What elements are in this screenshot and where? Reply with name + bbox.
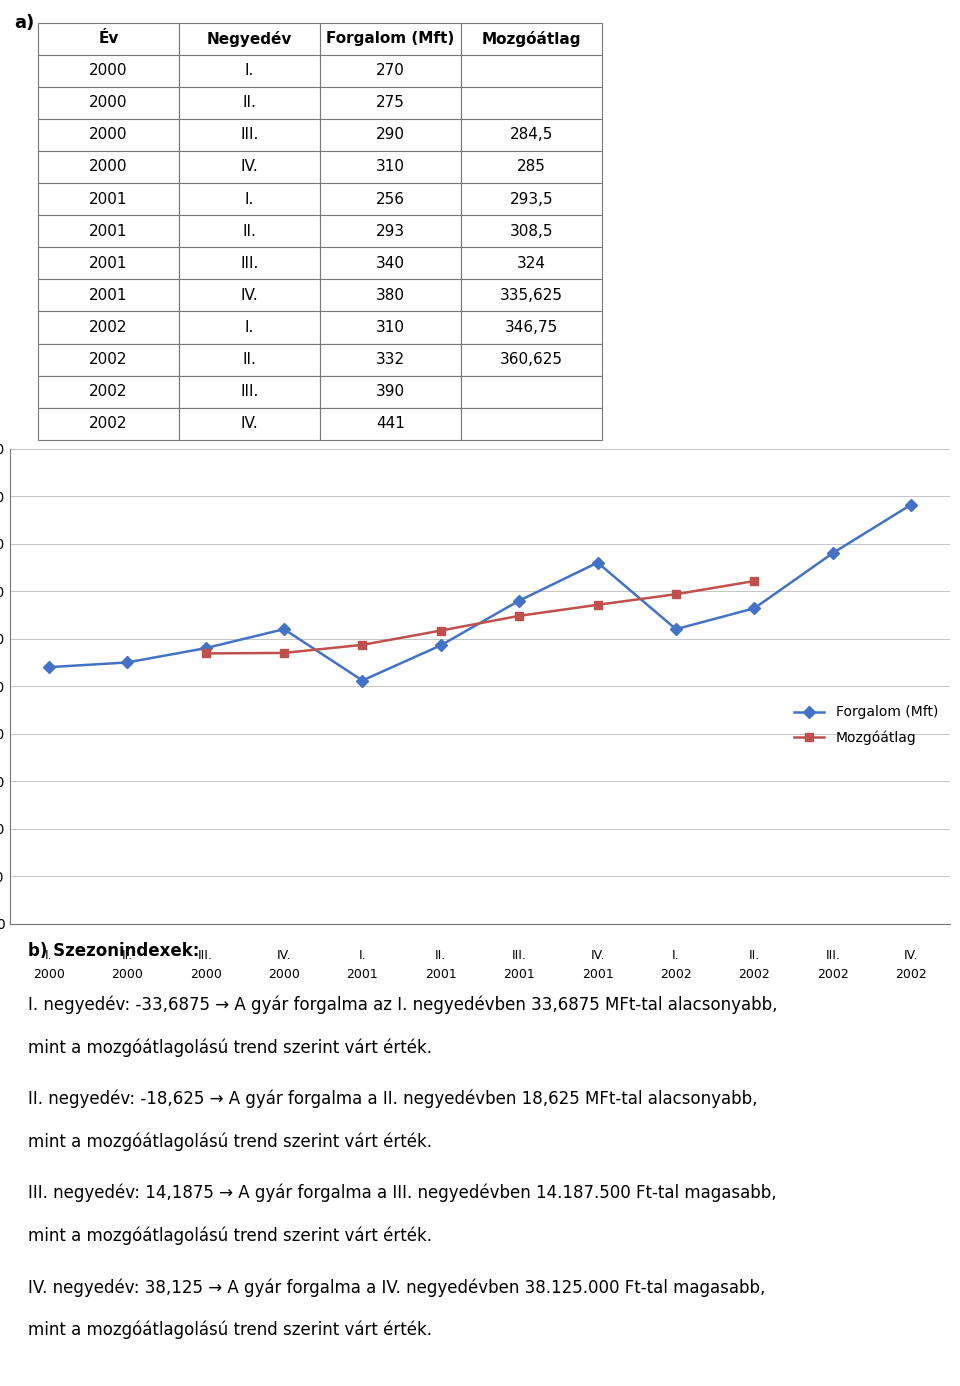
Line: Forgalom (Mft): Forgalom (Mft) xyxy=(44,500,916,685)
Forgalom (Mft) xyxy=(435,638,446,654)
Text: 2000: 2000 xyxy=(33,969,64,981)
Forgalom (Mft) xyxy=(905,496,917,513)
Forgalom (Mft) xyxy=(827,545,838,561)
Text: I.: I. xyxy=(359,949,366,962)
Text: IV.: IV. xyxy=(904,949,919,962)
Mozgóátlag xyxy=(356,636,368,653)
Mozgóátlag xyxy=(435,622,446,639)
Forgalom (Mft) xyxy=(749,600,760,617)
Forgalom (Mft) xyxy=(43,658,55,675)
Text: IV.: IV. xyxy=(276,949,291,962)
Mozgóátlag xyxy=(591,596,603,613)
Text: mint a mozgóátlagolású trend szerint várt érték.: mint a mozgóátlagolású trend szerint vár… xyxy=(29,1038,432,1056)
Text: 2000: 2000 xyxy=(111,969,143,981)
Forgalom (Mft) xyxy=(121,654,132,671)
Text: mint a mozgóátlagolású trend szerint várt érték.: mint a mozgóátlagolású trend szerint vár… xyxy=(29,1321,432,1339)
Text: 2001: 2001 xyxy=(503,969,535,981)
Text: 2001: 2001 xyxy=(582,969,613,981)
Text: 2000: 2000 xyxy=(190,969,222,981)
Text: I. negyedév: -33,6875 → A gyár forgalma az I. negyedévben 33,6875 MFt-tal alacso: I. negyedév: -33,6875 → A gyár forgalma … xyxy=(29,995,778,1015)
Text: II.: II. xyxy=(122,949,132,962)
Text: mint a mozgóátlagolású trend szerint várt érték.: mint a mozgóátlagolású trend szerint vár… xyxy=(29,1132,432,1150)
Text: b) Szezonindexek:: b) Szezonindexek: xyxy=(29,942,200,960)
Text: 2002: 2002 xyxy=(738,969,770,981)
Text: mint a mozgóátlagolású trend szerint várt érték.: mint a mozgóátlagolású trend szerint vár… xyxy=(29,1227,432,1245)
Mozgóátlag xyxy=(278,644,290,661)
Forgalom (Mft) xyxy=(591,554,603,571)
Text: 2002: 2002 xyxy=(817,969,849,981)
Forgalom (Mft) xyxy=(356,672,368,689)
Text: 2000: 2000 xyxy=(268,969,300,981)
Forgalom (Mft) xyxy=(670,621,682,638)
Text: III.: III. xyxy=(198,949,213,962)
Forgalom (Mft) xyxy=(514,592,525,608)
Forgalom (Mft) xyxy=(278,621,290,638)
Text: II.: II. xyxy=(749,949,760,962)
Text: III.: III. xyxy=(512,949,527,962)
Legend: Forgalom (Mft), Mozgóátlag: Forgalom (Mft), Mozgóátlag xyxy=(788,700,944,751)
Text: 2001: 2001 xyxy=(425,969,457,981)
Text: IV. negyedév: 38,125 → A gyár forgalma a IV. negyedévben 38.125.000 Ft-tal magas: IV. negyedév: 38,125 → A gyár forgalma a… xyxy=(29,1278,766,1296)
Mozgóátlag xyxy=(200,644,211,661)
Text: a): a) xyxy=(14,14,35,32)
Text: III. negyedév: 14,1875 → A gyár forgalma a III. negyedévben 14.187.500 Ft-tal ma: III. negyedév: 14,1875 → A gyár forgalma… xyxy=(29,1184,777,1203)
Text: III.: III. xyxy=(826,949,840,962)
Text: IV.: IV. xyxy=(590,949,605,962)
Text: 2002: 2002 xyxy=(660,969,692,981)
Mozgóátlag xyxy=(670,586,682,603)
Line: Mozgóátlag: Mozgóátlag xyxy=(202,577,758,657)
Mozgóátlag xyxy=(514,607,525,624)
Text: I.: I. xyxy=(45,949,53,962)
Text: II. negyedév: -18,625 → A gyár forgalma a II. negyedévben 18,625 MFt-tal alacson: II. negyedév: -18,625 → A gyár forgalma … xyxy=(29,1089,757,1109)
Text: I.: I. xyxy=(672,949,680,962)
Text: 2002: 2002 xyxy=(896,969,927,981)
Text: II.: II. xyxy=(435,949,446,962)
Mozgóátlag xyxy=(749,572,760,589)
Forgalom (Mft) xyxy=(200,640,211,657)
Text: 2001: 2001 xyxy=(347,969,378,981)
